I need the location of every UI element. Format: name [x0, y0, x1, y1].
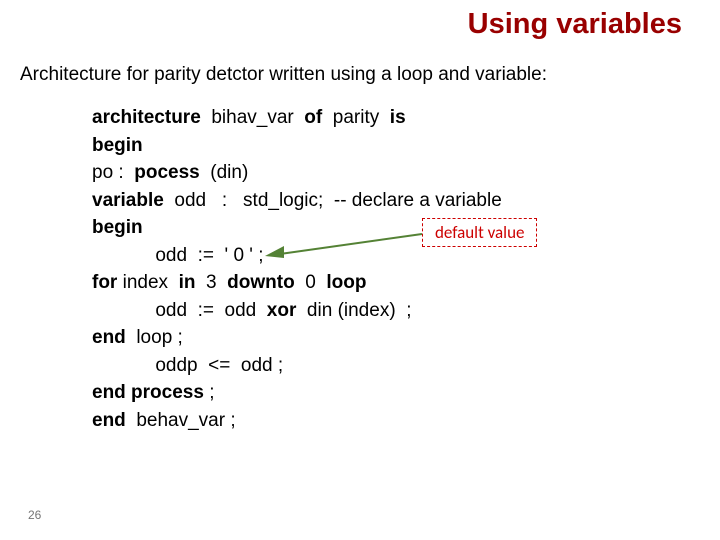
- code-text: loop ;: [126, 327, 183, 348]
- slide-subtitle: Architecture for parity detctor written …: [20, 64, 547, 86]
- kw-variable: variable: [92, 190, 164, 211]
- kw-xor: xor: [267, 300, 297, 321]
- kw-for: for: [92, 272, 117, 293]
- kw-architecture: architecture: [92, 107, 201, 128]
- code-text: (din): [200, 162, 249, 183]
- kw-loop: loop: [326, 272, 366, 293]
- code-text: po :: [92, 162, 134, 183]
- kw-end: end: [92, 327, 126, 348]
- kw-end2: end: [92, 410, 126, 431]
- code-text: 0: [295, 272, 327, 293]
- code-text: oddp <= odd ;: [92, 355, 283, 376]
- code-text: bihav_var: [201, 107, 305, 128]
- kw-of: of: [304, 107, 322, 128]
- code-block: architecture bihav_var of parity is begi…: [92, 104, 502, 435]
- slide-title: Using variables: [468, 8, 682, 41]
- code-text: 3: [195, 272, 227, 293]
- kw-is: is: [390, 107, 406, 128]
- code-text: behav_var ;: [126, 410, 236, 431]
- page-number: 26: [28, 508, 41, 522]
- code-text: din (index) ;: [296, 300, 411, 321]
- kw-endprocess: end process: [92, 382, 204, 403]
- kw-downto: downto: [227, 272, 295, 293]
- code-text: parity: [322, 107, 390, 128]
- code-text: ;: [204, 382, 215, 403]
- code-text: odd := odd: [92, 300, 267, 321]
- kw-begin2: begin: [92, 217, 143, 238]
- kw-process: pocess: [134, 162, 199, 183]
- kw-in: in: [179, 272, 196, 293]
- code-text: odd := ' 0 ' ;: [92, 245, 263, 266]
- code-text: odd : std_logic; -- declare a variable: [164, 190, 502, 211]
- kw-begin: begin: [92, 135, 143, 156]
- callout-default-value: default value: [422, 218, 537, 247]
- code-text: index: [117, 272, 178, 293]
